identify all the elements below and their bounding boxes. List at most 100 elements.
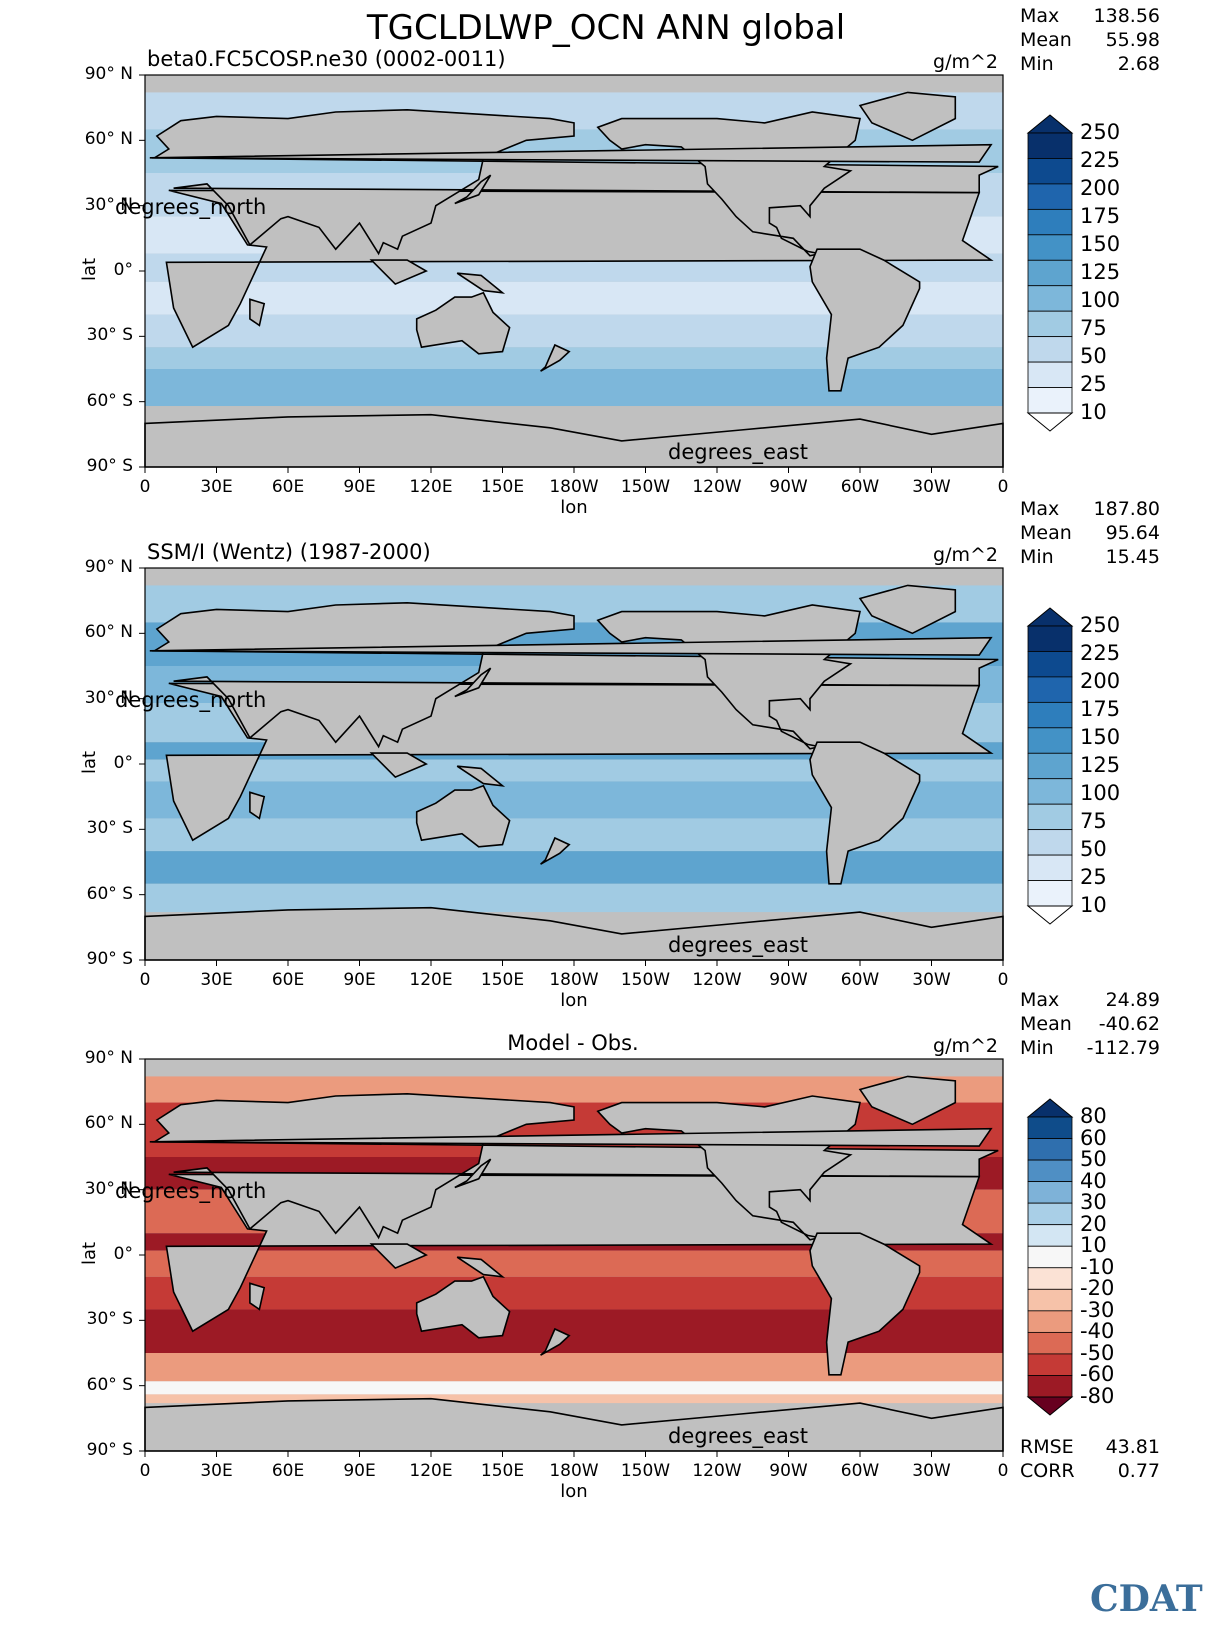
y-tick-label: 60° S xyxy=(86,390,133,411)
panel-units: g/m^2 xyxy=(933,1035,998,1057)
y-axis-label: lat xyxy=(79,750,101,775)
x-tick-label: 180W xyxy=(549,970,599,990)
land-mass xyxy=(809,1232,921,1376)
colorbar-label: 225 xyxy=(1080,641,1121,665)
stat-value: 138.56 xyxy=(1093,5,1160,27)
map-panel-model xyxy=(139,74,1074,473)
land-mass xyxy=(456,765,506,787)
y-tick-label: 90° S xyxy=(86,949,133,969)
colorbar-label: 80 xyxy=(1080,1104,1107,1128)
colorbar-label: 25 xyxy=(1080,372,1107,396)
colorbar-label: 200 xyxy=(1080,176,1121,200)
ocean-band xyxy=(145,1381,1003,1395)
stat-value: -40.62 xyxy=(1098,1013,1160,1035)
colorbar-label: 175 xyxy=(1080,204,1121,228)
colorbar-segment xyxy=(1027,752,1073,780)
x-tick-label: 120E xyxy=(409,970,453,990)
land-mass xyxy=(151,108,999,256)
x-tick-label: 0 xyxy=(997,970,1009,990)
y-tick-label: 60° N xyxy=(84,622,133,643)
colorbar-label: 30 xyxy=(1080,1190,1107,1215)
map-panel-diff xyxy=(139,1058,1074,1457)
colorbar-label: 150 xyxy=(1080,232,1121,256)
colorbar-segment xyxy=(1027,1202,1073,1226)
colorbar-segment xyxy=(1027,854,1073,881)
x-tick-label: 30E xyxy=(200,477,233,497)
stat-value: 2.68 xyxy=(1117,53,1160,75)
colorbar-segment xyxy=(1027,880,1073,907)
x-tick-label: 90E xyxy=(343,477,376,497)
x-axis-label: lon xyxy=(560,1481,588,1502)
ocean-band xyxy=(145,369,1003,407)
colorbar-segment xyxy=(1027,234,1073,261)
land-mass xyxy=(454,174,492,205)
y-tick-label: 60° S xyxy=(86,883,133,904)
y-tick-label: 90° N xyxy=(84,64,133,84)
colorbar-label: -80 xyxy=(1080,1384,1115,1408)
x-tick-label: 150E xyxy=(480,970,525,990)
land-mass xyxy=(809,248,921,392)
colorbar-label: 75 xyxy=(1080,809,1107,833)
x-tick-label: 90E xyxy=(343,1461,376,1481)
ocean-band xyxy=(145,883,1003,913)
land-mass xyxy=(149,143,993,163)
colorbar-top-arrow xyxy=(1026,114,1074,134)
stat-label: Min xyxy=(1020,53,1054,75)
panel-units: g/m^2 xyxy=(933,51,998,73)
colorbar-label: 50 xyxy=(1080,1147,1107,1172)
extra-stat-label: RMSE xyxy=(1020,1436,1074,1458)
colorbar-label: -60 xyxy=(1080,1362,1115,1387)
colorbar-label: 50 xyxy=(1080,344,1107,368)
colorbar-segment xyxy=(1027,1288,1073,1312)
x-tick-label: 0 xyxy=(139,970,151,990)
panel-subtitle: beta0.FC5COSP.ne30 (0002-0011) xyxy=(147,47,506,71)
y-tick-label: 30° N xyxy=(84,194,133,215)
land-mass xyxy=(151,1092,999,1240)
land-mass xyxy=(454,667,492,698)
stat-label: Mean xyxy=(1020,522,1072,544)
land-mass xyxy=(369,752,428,779)
land-mass xyxy=(249,298,266,327)
colorbar-top-arrow xyxy=(1026,1098,1074,1118)
colorbar-label: 60 xyxy=(1080,1125,1107,1150)
y-tick-label: 90° N xyxy=(84,1048,133,1068)
x-tick-label: 60W xyxy=(840,1461,880,1481)
x-tick-label: 30W xyxy=(912,970,951,990)
x-tick-label: 30W xyxy=(912,1461,951,1481)
colorbar-segment xyxy=(1027,1353,1073,1376)
x-unit-label: degrees_east xyxy=(668,440,808,464)
land-mass xyxy=(149,1127,993,1147)
colorbar-segment xyxy=(1027,132,1073,159)
colorbar-segment xyxy=(1027,336,1073,363)
stat-label: Mean xyxy=(1020,1013,1072,1035)
ocean-band xyxy=(145,1394,1003,1404)
panel-units: g/m^2 xyxy=(933,544,998,566)
x-tick-label: 150E xyxy=(480,1461,525,1481)
y-tick-label: 90° N xyxy=(84,557,133,577)
x-tick-label: 150E xyxy=(480,477,525,497)
colorbar-segment xyxy=(1027,361,1073,388)
ocean-band xyxy=(145,851,1003,884)
stat-label: Mean xyxy=(1020,29,1072,51)
x-tick-label: 90W xyxy=(769,1461,808,1481)
colorbar-label: 50 xyxy=(1080,837,1107,861)
x-axis-label: lon xyxy=(560,990,588,1011)
y-tick-label: 0° xyxy=(113,753,133,773)
x-tick-label: 90W xyxy=(769,477,808,497)
colorbar-bottom-arrow xyxy=(1026,905,1074,925)
panel-subtitle: Model - Obs. xyxy=(507,1031,639,1055)
colorbar xyxy=(1026,1098,1074,1416)
y-tick-label: 60° N xyxy=(84,1113,133,1134)
extra-stat-label: CORR xyxy=(1020,1460,1075,1482)
y-tick-label: 0° xyxy=(113,1244,133,1264)
x-tick-label: 0 xyxy=(139,1461,151,1481)
land-mass xyxy=(149,636,993,656)
stat-value: 55.98 xyxy=(1105,29,1160,51)
colorbar-label: 10 xyxy=(1080,893,1107,917)
colorbar-segment xyxy=(1027,778,1073,805)
colorbar-segment xyxy=(1027,1224,1073,1247)
cdat-logo: CDAT xyxy=(1090,1578,1203,1620)
extra-stat-value: 43.81 xyxy=(1105,1436,1160,1458)
colorbar xyxy=(1026,607,1074,925)
